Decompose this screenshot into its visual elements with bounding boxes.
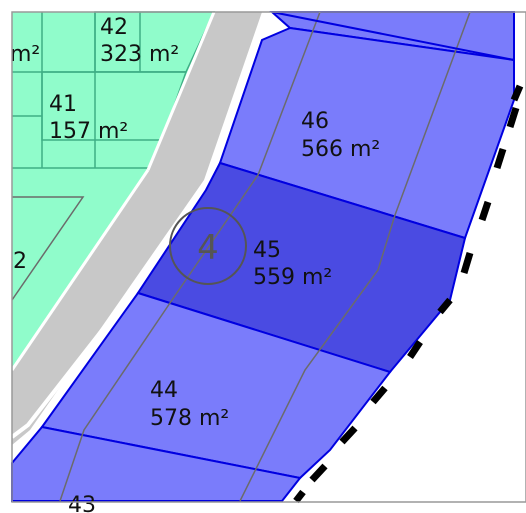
- map-frame: [11, 11, 526, 503]
- lot-42-area: 323 m²: [100, 42, 179, 67]
- sector-label: 4: [197, 228, 219, 268]
- lot-43-number: 43: [68, 493, 96, 513]
- lot-46-area: 566 m²: [301, 137, 380, 162]
- road-edge-west-lower: [10, 169, 150, 371]
- lot-44-area: 578 m²: [150, 406, 229, 431]
- interior-lines: [59, 11, 471, 502]
- road-edge-west: [146, 11, 216, 171]
- blue-boundary-top: [271, 11, 515, 61]
- outer-boundary-dashes: [293, 84, 524, 504]
- lot-46-number: 46: [301, 109, 329, 134]
- lot-41-area: 157 m²: [49, 119, 128, 144]
- lot-partial-left-outline: [11, 196, 85, 301]
- lot-45-number: 45: [253, 238, 281, 263]
- lot-41-number: 41: [49, 92, 77, 117]
- lot-partial-upper-left-area: m²: [10, 42, 40, 67]
- lot-45-area: 559 m²: [253, 265, 332, 290]
- lot-42-number: 42: [100, 15, 128, 40]
- lot-partial-left-area: 2: [13, 249, 27, 274]
- lot-44-parcel[interactable]: [40, 291, 392, 480]
- road-edge-east: [10, 11, 270, 439]
- road: [12, 12, 262, 445]
- sector-circle: [169, 207, 247, 285]
- lot-43-parcel[interactable]: [11, 425, 302, 502]
- lot-44-number: 44: [150, 378, 178, 403]
